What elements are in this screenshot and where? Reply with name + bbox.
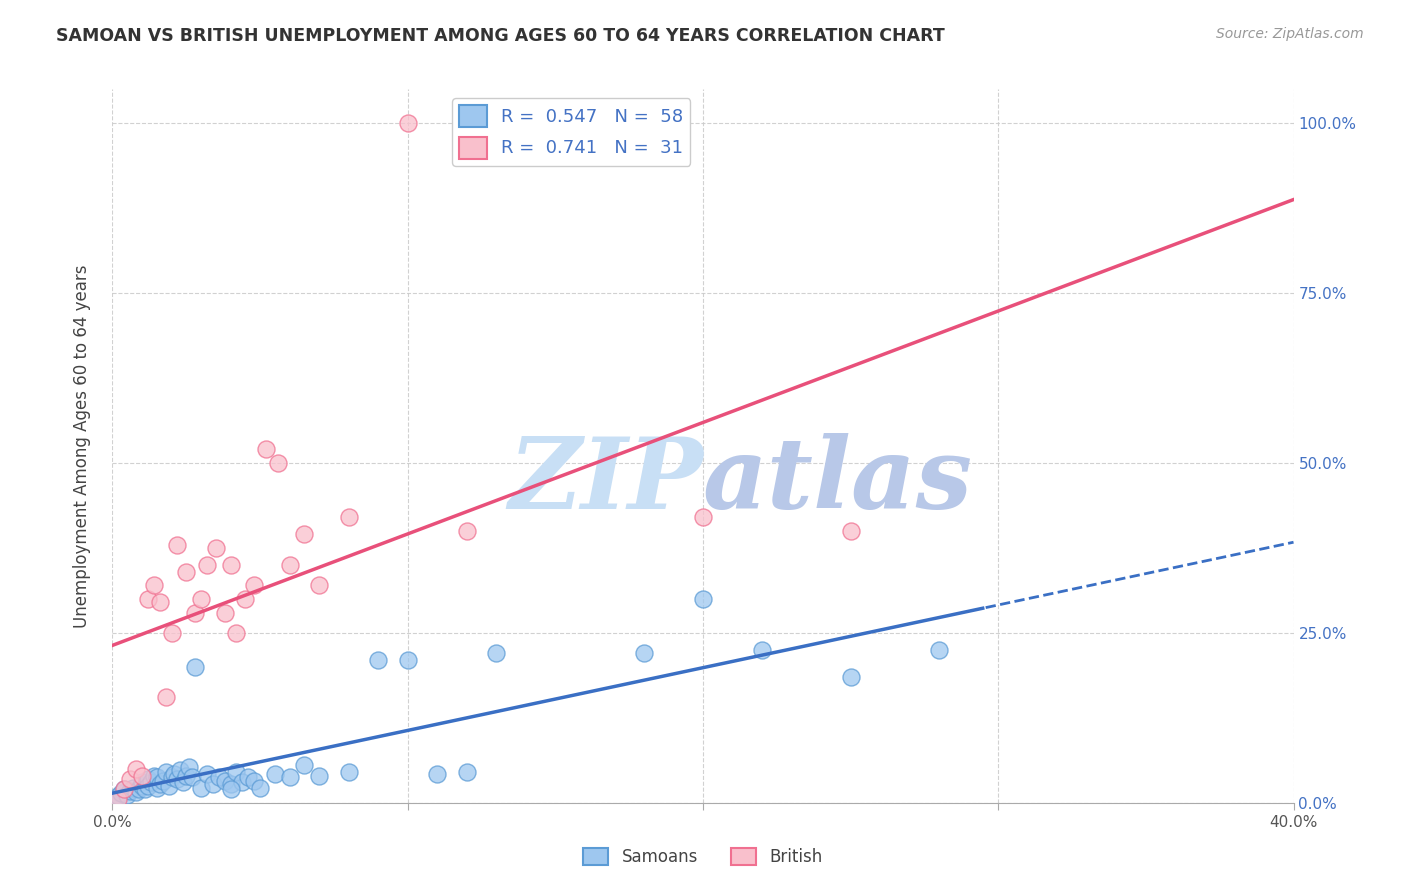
Point [149, 595, 172, 609]
Point [160, 626, 183, 640]
Point [107, 789, 129, 803]
Text: atlas: atlas [703, 434, 973, 530]
Point [112, 782, 135, 797]
Point [839, 524, 862, 538]
Point [839, 670, 862, 684]
Point [160, 770, 183, 784]
Point [308, 578, 330, 592]
Point [225, 626, 247, 640]
Point [117, 788, 138, 802]
Point [128, 782, 150, 797]
Point [112, 782, 135, 797]
Point [172, 775, 194, 789]
Point [633, 646, 655, 660]
Point [125, 785, 148, 799]
Point [195, 767, 218, 781]
Point [292, 527, 315, 541]
Point [181, 770, 204, 784]
Point [190, 780, 212, 795]
Point [169, 763, 191, 777]
Point [456, 524, 478, 538]
Point [238, 770, 260, 784]
Point [254, 442, 277, 457]
Point [225, 765, 247, 780]
Point [184, 606, 207, 620]
Text: SAMOAN VS BRITISH UNEMPLOYMENT AMONG AGES 60 TO 64 YEARS CORRELATION CHART: SAMOAN VS BRITISH UNEMPLOYMENT AMONG AGE… [56, 27, 945, 45]
Point [692, 510, 714, 524]
Point [485, 646, 508, 660]
Point [292, 758, 315, 772]
Point [155, 690, 177, 705]
Point [219, 782, 242, 797]
Point [396, 116, 419, 130]
Point [134, 782, 156, 797]
Point [179, 760, 201, 774]
Point [231, 775, 253, 789]
Point [166, 537, 188, 551]
Point [337, 765, 360, 780]
Point [233, 591, 256, 606]
Point [107, 792, 129, 806]
Point [101, 796, 124, 810]
Point [139, 775, 162, 789]
Point [149, 777, 172, 791]
Point [146, 780, 169, 795]
Point [155, 765, 177, 780]
Point [308, 769, 330, 783]
Point [122, 780, 145, 795]
Point [125, 762, 148, 776]
Point [214, 774, 236, 789]
Point [142, 769, 165, 783]
Point [214, 606, 236, 620]
Point [367, 653, 389, 667]
Point [243, 578, 266, 592]
Point [131, 769, 153, 783]
Point [157, 779, 180, 793]
Point [146, 770, 169, 784]
Point [131, 775, 153, 789]
Point [195, 558, 218, 572]
Point [692, 591, 714, 606]
Point [267, 456, 290, 470]
Point [201, 777, 224, 791]
Point [174, 565, 197, 579]
Point [208, 770, 231, 784]
Point [142, 578, 165, 592]
Point [174, 769, 197, 783]
Point [278, 558, 301, 572]
Point [751, 643, 773, 657]
Point [152, 774, 174, 789]
Point [110, 786, 132, 800]
Point [190, 591, 212, 606]
Point [928, 643, 950, 657]
Y-axis label: Unemployment Among Ages 60 to 64 years: Unemployment Among Ages 60 to 64 years [73, 264, 91, 628]
Text: ZIP: ZIP [508, 434, 703, 530]
Point [219, 558, 242, 572]
Point [136, 779, 159, 793]
Point [136, 591, 159, 606]
Point [136, 772, 159, 786]
Point [426, 767, 449, 781]
Point [243, 774, 266, 789]
Text: Source: ZipAtlas.com: Source: ZipAtlas.com [1216, 27, 1364, 41]
Point [166, 772, 188, 786]
Point [120, 772, 142, 786]
Point [456, 765, 478, 780]
Point [120, 783, 142, 797]
Point [163, 767, 186, 781]
Point [219, 777, 242, 791]
Point [337, 510, 360, 524]
Legend: Samoans, British: Samoans, British [576, 841, 830, 873]
Point [264, 767, 287, 781]
Point [131, 779, 153, 793]
Point [396, 653, 419, 667]
Point [184, 660, 207, 674]
Point [249, 780, 271, 795]
Point [278, 770, 301, 784]
Point [205, 541, 228, 555]
